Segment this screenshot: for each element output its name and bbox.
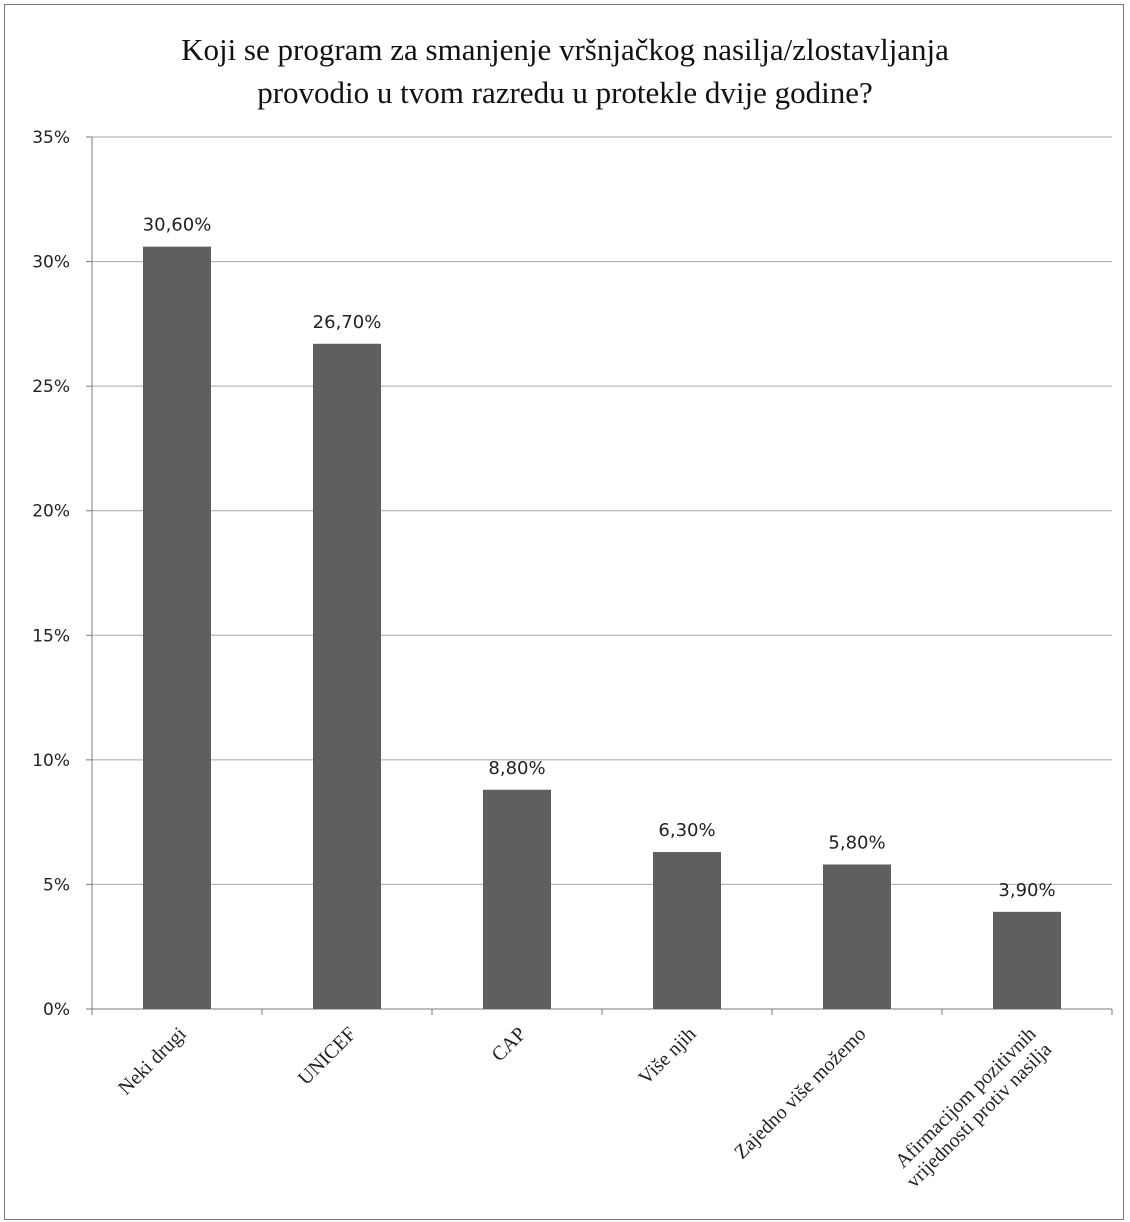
chart-title: Koji se program za smanjenje vršnjačkog …: [0, 28, 1130, 114]
y-tick-label: 10%: [32, 751, 70, 771]
x-tick-label-group: Zajedno više možemo: [730, 1023, 870, 1163]
data-label: 30,60%: [143, 215, 212, 236]
x-tick-label: CAP: [487, 1023, 530, 1066]
x-tick-label: Zajedno više možemo: [730, 1023, 870, 1163]
data-label: 8,80%: [488, 758, 545, 779]
y-axis: 0% 5% 10% 15% 20% 25% 30% 35%: [32, 128, 93, 1020]
bar: [313, 343, 381, 1009]
x-tick-label: UNICEF: [294, 1023, 361, 1090]
x-tick-label: Više njih: [634, 1023, 700, 1089]
data-label: 26,70%: [313, 312, 382, 333]
gridlines: [92, 136, 1112, 1010]
bar: [823, 864, 891, 1009]
x-tick-label-group: UNICEF: [294, 1023, 361, 1090]
x-tick-label-group: Više njih: [634, 1023, 700, 1089]
data-labels: 30,60% 26,70% 8,80% 6,30% 5,80% 3,90%: [143, 215, 1056, 901]
x-axis: Neki drugi UNICEF CAP Više njih Zajedno više…: [91, 1009, 1113, 1192]
x-tick-label: Afirmacijom pozitivnih: [891, 1023, 1040, 1172]
y-tick-label: 30%: [32, 253, 70, 273]
y-tick-label: 5%: [43, 875, 70, 895]
data-label: 3,90%: [998, 880, 1055, 901]
data-label: 5,80%: [828, 832, 885, 853]
x-tick-label: vrijednosti protiv nasilja: [902, 1038, 1056, 1192]
y-tick-label: 20%: [32, 502, 70, 522]
y-tick-label: 25%: [32, 377, 70, 397]
bar: [993, 911, 1061, 1009]
x-tick-label-group: CAP: [487, 1023, 530, 1066]
y-tick-label: 15%: [32, 626, 70, 646]
x-tick-label-group: Neki drugi: [114, 1023, 191, 1100]
chart-title-line-1: Koji se program za smanjenje vršnjačkog …: [181, 32, 949, 67]
data-label: 6,30%: [658, 820, 715, 841]
bar: [653, 852, 721, 1009]
bars: [143, 246, 1061, 1009]
y-tick-label: 0%: [43, 1000, 70, 1020]
bar: [483, 789, 551, 1009]
x-tick-label: Neki drugi: [114, 1023, 191, 1100]
chart-title-line-2: provodio u tvom razredu u protekle dvije…: [257, 75, 873, 110]
bar: [143, 246, 211, 1009]
y-tick-label: 35%: [32, 128, 70, 148]
